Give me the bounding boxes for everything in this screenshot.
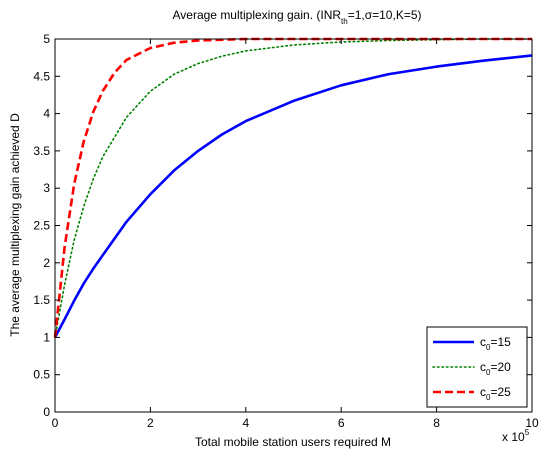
- x-axis-multiplier-exponent: 5: [525, 428, 530, 437]
- y-tick-label: 2: [43, 256, 50, 270]
- x-axis-ticks: 0 2 4 6 8 10: [52, 39, 539, 430]
- y-tick-label: 3: [43, 181, 50, 195]
- y-tick-label: 1.5: [33, 293, 50, 307]
- x-tick-label: 0: [52, 416, 59, 430]
- x-tick-label: 8: [433, 416, 440, 430]
- series-line-1: [53, 54, 533, 339]
- series-line-2: [54, 38, 533, 339]
- legend-label-3: c0=25: [480, 385, 511, 402]
- x-axis-label: Total mobile station users required M: [195, 435, 391, 449]
- legend: c0=15 c0=20 c0=25: [426, 326, 528, 408]
- chart-title-main: Average multiplexing gain. (INR: [173, 8, 342, 22]
- y-axis-ticks: 0 0.5 1 1.5 2 2.5 3 3.5 4 4.5 5: [33, 32, 532, 419]
- x-tick-label: 6: [338, 416, 345, 430]
- y-tick-label: 4.5: [33, 69, 50, 83]
- chart-title: Average multiplexing gain. (INRth=1,σ=10…: [173, 8, 422, 26]
- chart-title-subscript: th: [341, 17, 348, 26]
- x-axis-multiplier-base: x 10: [502, 430, 525, 444]
- y-tick-label: 3.5: [33, 144, 50, 158]
- y-tick-label: 2.5: [33, 219, 50, 233]
- legend-label-1: c0=15: [480, 335, 511, 352]
- x-tick-label: 4: [242, 416, 249, 430]
- y-tick-label: 4: [43, 107, 50, 121]
- legend-items: c0=15 c0=20 c0=25: [432, 335, 511, 402]
- chart-title-rest: =1,σ=10,K=5): [348, 8, 422, 22]
- x-axis-multiplier: x 105: [502, 428, 530, 444]
- y-tick-label: 1: [43, 330, 50, 344]
- y-tick-label: 5: [43, 32, 50, 46]
- x-tick-label: 10: [525, 416, 539, 430]
- y-tick-label: 0.5: [33, 368, 50, 382]
- legend-label-2: c0=20: [480, 360, 511, 377]
- y-axis-label: The average multiplexing gain achieved D: [8, 113, 22, 337]
- y-tick-label: 0: [43, 405, 50, 419]
- x-tick-label: 2: [147, 416, 154, 430]
